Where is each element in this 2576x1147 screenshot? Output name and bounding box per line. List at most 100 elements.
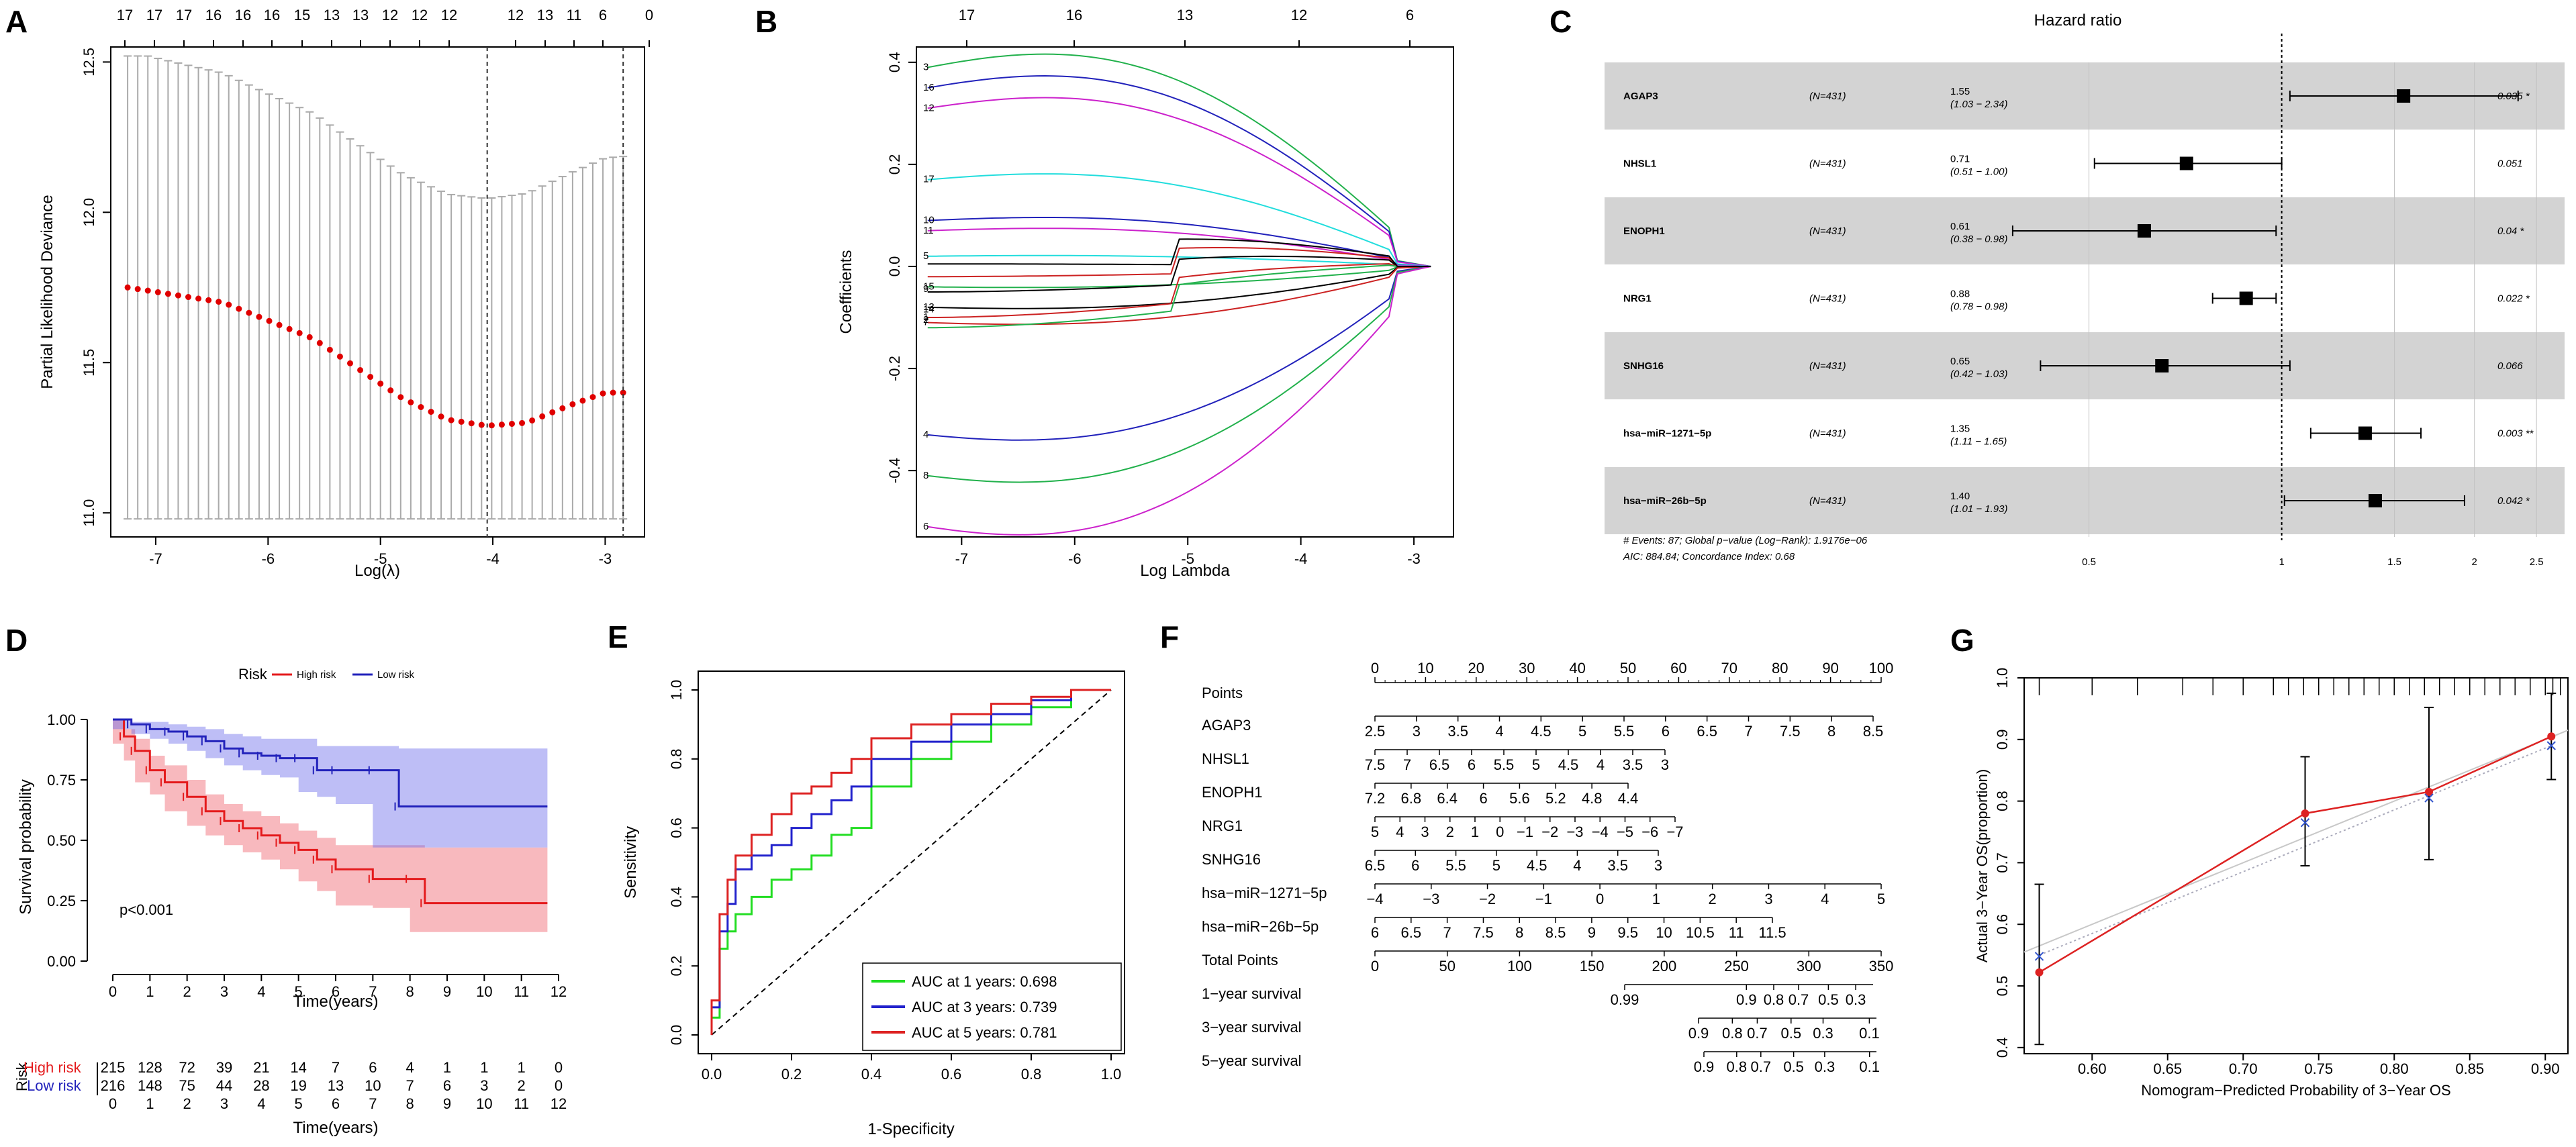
panel-d-risk-low-7: 10 <box>365 1077 381 1094</box>
panel-a-point-11 <box>236 305 242 312</box>
panel-b-paths <box>927 53 1431 536</box>
panel-f-tick-6-2: −2 <box>1479 891 1496 907</box>
panel-b-y-tick-3: 0.2 <box>886 154 903 175</box>
panel-c-estimate-1 <box>2179 156 2193 170</box>
panel-f-tick-7-1: 6.5 <box>1401 924 1422 941</box>
panel-f-tick-6-6: 2 <box>1709 891 1717 907</box>
panel-g-y-tick-4: 0.8 <box>1994 791 2011 811</box>
panel-g-ideal-line <box>2023 730 2569 953</box>
panel-f-tick-5-3: 5 <box>1492 857 1500 874</box>
panel-f-tick-4-1: 4 <box>1396 824 1404 840</box>
panel-e-y-ticks: 0.0 0.2 0.4 0.6 0.8 1.0 <box>668 680 698 1045</box>
panel-f-tick-1-3: 4 <box>1495 723 1503 740</box>
panel-f-tick-1-1: 3 <box>1413 723 1421 740</box>
panel-e-legend-2: AUC at 5 years: 0.781 <box>912 1024 1057 1041</box>
panel-f-tick-1-7: 6 <box>1662 723 1670 740</box>
panel-f-tick-11-5: 0.1 <box>1859 1058 1880 1075</box>
panel-f-row-label-9: 1−year survival <box>1202 985 1302 1002</box>
panel-g-y-tick-2: 0.6 <box>1994 914 2011 935</box>
panel-d-risk-label: Risk <box>13 1062 30 1091</box>
panel-d-y-tick-2: 0.50 <box>47 832 76 849</box>
panel-d-x-tick-4: 4 <box>257 983 265 1000</box>
panel-a-point-24 <box>367 374 374 381</box>
panel-f-tick-6-8: 4 <box>1821 891 1829 907</box>
panel-f-tick-4-5: 0 <box>1496 824 1504 840</box>
panel-g-x-mark-1 <box>2300 818 2310 828</box>
panel-a-point-44 <box>569 401 576 407</box>
panel-f-tick-0-5: 50 <box>1620 660 1636 677</box>
panel-f-tick-0-10: 100 <box>1869 660 1894 677</box>
panel-b-y-label: Coefficients <box>837 250 855 334</box>
panel-f-tick-11-3: 0.5 <box>1783 1058 1804 1075</box>
panel-d-risk-values: 2152160128148172752394432128414195713661… <box>101 1059 567 1112</box>
panel-a-point-7 <box>195 295 202 302</box>
panel-f-row-label-2: NHSL1 <box>1202 750 1249 767</box>
panel-b-top-counts: 17 16 13 12 6 <box>959 7 1414 47</box>
panel-d-risk-low-4: 28 <box>253 1077 269 1094</box>
panel-b-path-label-1: 16 <box>923 82 935 93</box>
panel-d-x-tick-10: 10 <box>476 983 492 1000</box>
panel-d-risk-low-2: 75 <box>179 1077 195 1094</box>
panel-a-point-22 <box>346 360 353 366</box>
panel-f-tick-1-11: 8 <box>1827 723 1835 740</box>
panel-f-tick-4-12: −7 <box>1666 824 1683 840</box>
panel-f-tick-8-4: 200 <box>1652 958 1676 975</box>
panel-b-path-extra-4 <box>927 238 1431 267</box>
panel-d-risk-high-3: 39 <box>216 1059 232 1076</box>
panel-c-x-ticks: 0.5 1 1.5 2 2.5 <box>2082 556 2543 568</box>
panel-a-point-17 <box>296 330 303 336</box>
panel-f-tick-3-4: 5.6 <box>1509 790 1530 807</box>
panel-b-path-label-4: 10 <box>923 215 935 226</box>
panel-e-legend: AUC at 1 years: 0.698 AUC at 3 years: 0.7… <box>862 962 1122 1051</box>
panel-a-point-8 <box>205 297 212 303</box>
panel-b-path-label-10: 1 <box>923 311 928 323</box>
panel-b-path-label-16: 14 <box>923 304 935 315</box>
panel-g-x-ticks: 0.60 0.65 0.70 0.75 0.80 0.85 0.90 <box>2078 1054 2560 1077</box>
panel-d-curve-high <box>113 718 548 905</box>
panel-d-risk-high-6: 7 <box>332 1059 340 1076</box>
panel-c-p-5: 0.003 ** <box>2497 428 2534 440</box>
panel-g-x-tick-0: 0.60 <box>2078 1060 2107 1077</box>
panel-c-gene-3: NRG1 <box>1623 293 1652 305</box>
panel-c-hr-4: 0.65 <box>1950 356 1970 367</box>
panel-d-legend-low: Low risk <box>377 669 415 681</box>
panel-d-risk-low-12: 0 <box>555 1077 563 1094</box>
panel-c-estimate-2 <box>2137 224 2151 238</box>
panel-d-risk-low-1: 148 <box>138 1077 162 1094</box>
panel-f-tick-2-1: 7 <box>1403 756 1411 773</box>
panel-d-risk-row-high: High risk <box>23 1059 82 1076</box>
panel-d-y-ticks: 0.00 0.25 0.50 0.75 1.00 <box>47 711 87 970</box>
panel-e-y-tick-4: 0.8 <box>668 749 685 770</box>
panel-c: C Hazard ratio AGAP3 (N=431) 1.55 (1.03 − 2… <box>1549 4 2565 568</box>
panel-f-tick-0-8: 80 <box>1772 660 1788 677</box>
panel-a-point-21 <box>336 353 343 360</box>
panel-f-tick-0-0: 0 <box>1371 660 1379 677</box>
panel-a-error-bars <box>124 55 628 520</box>
panel-d-x-tick-3: 3 <box>220 983 228 1000</box>
panel-d-x-tick-5: 5 <box>295 983 303 1000</box>
panel-f-tick-6-7: 3 <box>1764 891 1772 907</box>
panel-d-risk-high-12: 0 <box>555 1059 563 1076</box>
panel-f-tick-1-6: 5.5 <box>1614 723 1635 740</box>
panel-d-risk-x-tick-2: 2 <box>183 1095 191 1112</box>
panel-f-tick-2-8: 3.5 <box>1623 756 1643 773</box>
panel-f-row-label-3: ENOPH1 <box>1202 784 1262 801</box>
panel-a-point-38 <box>509 420 516 427</box>
panel-g-y-tick-1: 0.5 <box>1994 976 2011 997</box>
panel-d-risk-x-tick-6: 6 <box>332 1095 340 1112</box>
panel-a-point-47 <box>600 390 606 397</box>
panel-f-row-label-10: 3−year survival <box>1202 1019 1302 1036</box>
panel-b-path-12 <box>927 97 1431 267</box>
panel-a-point-48 <box>610 389 616 396</box>
panel-f-tick-9-5: 0.3 <box>1846 991 1866 1008</box>
panel-b-x-ticks: -7 -6 -5 -4 -3 <box>955 537 1421 567</box>
panel-c-gene-1: NHSL1 <box>1623 158 1656 170</box>
panel-g-calibration-line <box>2038 736 2552 973</box>
panel-f-tick-2-7: 4 <box>1596 756 1605 773</box>
panel-a-top-count-6: 15 <box>294 7 310 23</box>
panel-c-ci-4: (0.42 − 1.03) <box>1950 368 2007 380</box>
panel-c-estimate-3 <box>2239 291 2253 305</box>
panel-d: D Risk High risk Low risk 0.000.250.500.… <box>5 623 567 1137</box>
